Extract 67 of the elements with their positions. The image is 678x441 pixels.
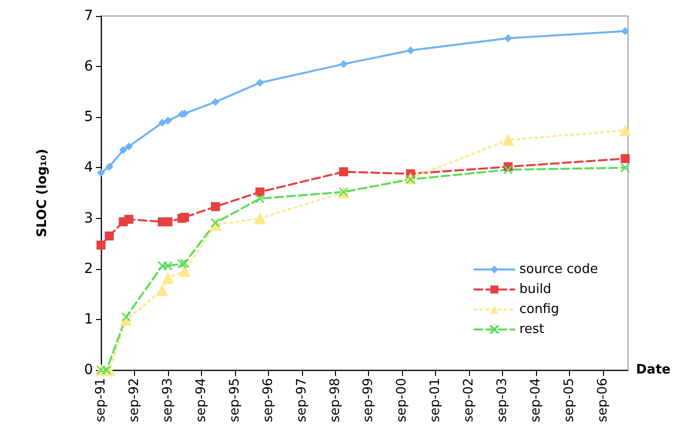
- point: [178, 264, 191, 277]
- x-tick-label: sep-96: [260, 378, 276, 422]
- point: [621, 27, 630, 36]
- point: [164, 116, 172, 125]
- legend-label: source code: [519, 262, 598, 277]
- legend-label: config: [519, 302, 560, 317]
- point: [211, 98, 220, 106]
- y-tick-label: 5: [84, 109, 93, 126]
- x-tick-label: sep-06: [595, 378, 610, 422]
- x-tick-label: sep-05: [562, 378, 578, 422]
- point: [105, 162, 114, 171]
- point: [156, 284, 168, 296]
- legend-label: rest: [519, 322, 544, 337]
- point: [406, 174, 416, 184]
- x-tick-label: sep-99: [361, 378, 376, 422]
- point: [96, 240, 106, 250]
- x-tick-label: sep-98: [328, 378, 343, 422]
- x-tick-label: sep-03: [495, 378, 510, 422]
- x-tick-label: sep-92: [127, 378, 142, 422]
- point: [121, 312, 131, 322]
- x-tick-label: sep-95: [227, 378, 242, 422]
- point: [503, 164, 513, 174]
- point: [340, 60, 348, 68]
- point: [620, 154, 630, 164]
- point: [163, 217, 172, 226]
- point: [255, 194, 265, 204]
- point: [124, 214, 134, 224]
- point: [339, 167, 348, 176]
- y-tick-label: 1: [84, 311, 93, 328]
- point: [502, 134, 514, 146]
- point: [158, 118, 166, 127]
- point: [504, 34, 512, 42]
- point: [97, 168, 105, 177]
- point: [254, 212, 266, 224]
- point: [210, 202, 220, 212]
- y-tick-label: 0: [84, 362, 93, 378]
- y-tick-label: 6: [84, 58, 94, 75]
- x-axis-title: Date: [636, 362, 671, 378]
- point: [102, 365, 112, 375]
- point: [210, 218, 220, 228]
- y-tick-label: 2: [84, 260, 93, 277]
- x-tick-label: sep-02: [462, 378, 477, 422]
- x-tick-label: sep-91: [94, 378, 108, 422]
- point: [177, 259, 187, 269]
- legend-label: build: [519, 282, 552, 297]
- x-tick-label: sep-01: [428, 378, 444, 422]
- x-tick-label: sep-94: [194, 378, 209, 422]
- x-tick-label: sep-97: [294, 378, 310, 422]
- point: [104, 231, 114, 240]
- point: [406, 46, 415, 54]
- point: [620, 162, 630, 172]
- point: [180, 212, 190, 222]
- x-tick-label: sep-00: [394, 378, 410, 422]
- y-axis-title: SLOC (log₁₀): [35, 148, 50, 238]
- point: [256, 78, 264, 87]
- point: [158, 261, 168, 271]
- y-tick-label: 4: [84, 160, 94, 176]
- point: [180, 258, 190, 268]
- y-tick-label: 7: [84, 8, 93, 24]
- x-tick-label: sep-04: [528, 378, 544, 422]
- x-tick-label: sep-93: [160, 378, 176, 422]
- point: [162, 272, 174, 284]
- point: [119, 146, 128, 154]
- y-tick-label: 3: [84, 210, 93, 226]
- point: [124, 142, 133, 150]
- point: [619, 124, 632, 136]
- point: [163, 261, 173, 271]
